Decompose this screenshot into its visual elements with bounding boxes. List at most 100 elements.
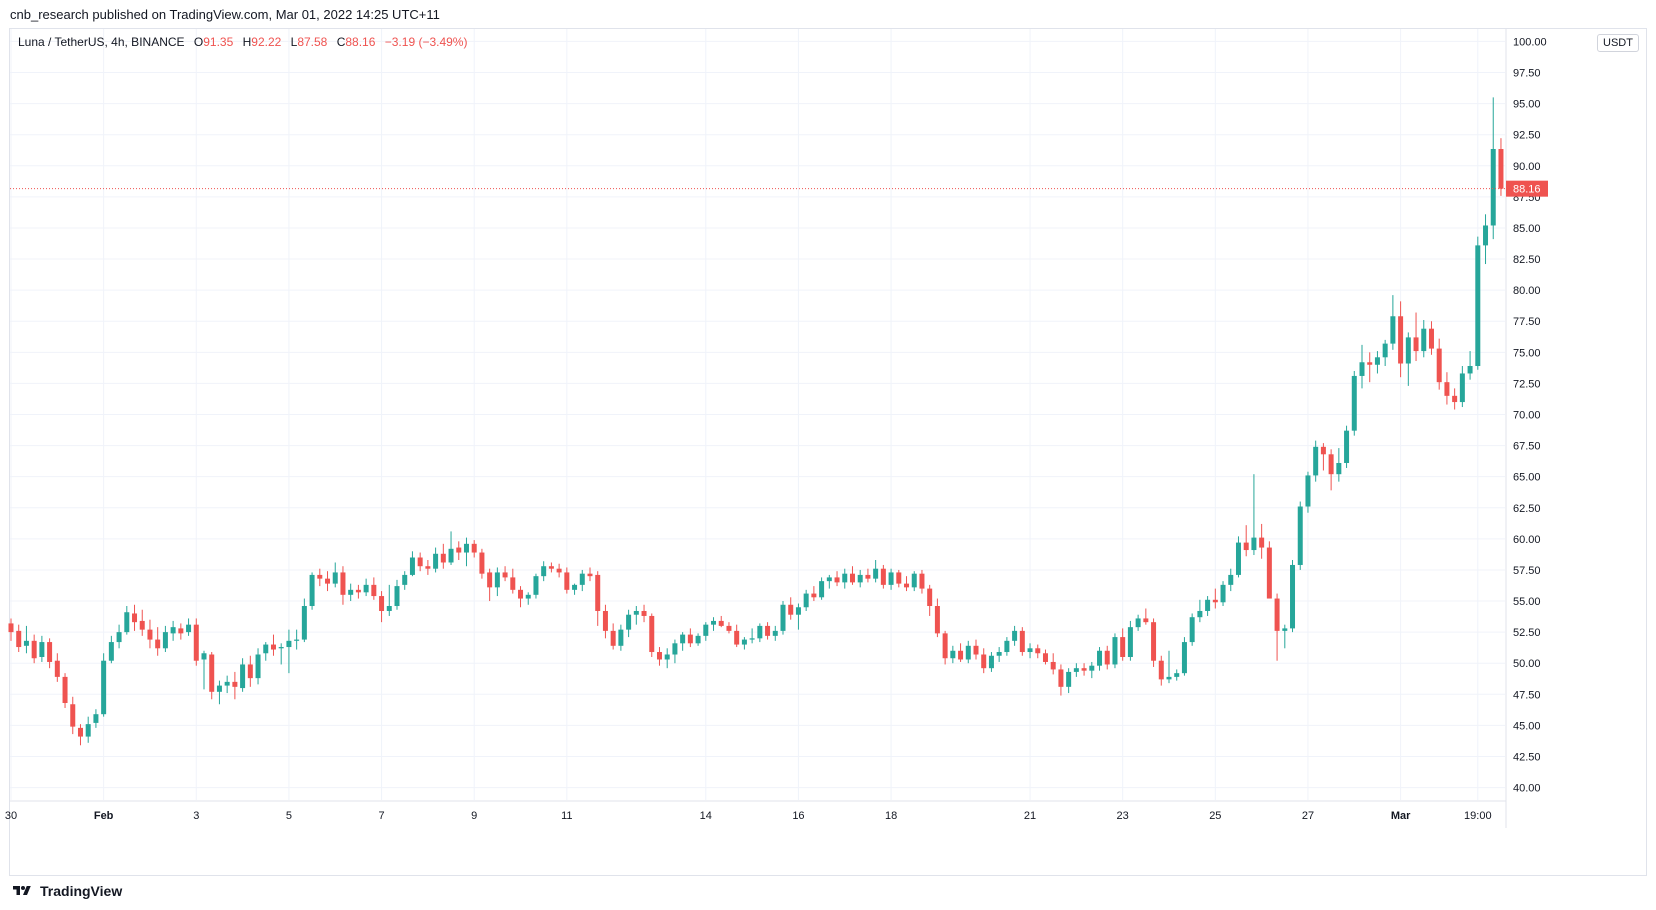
- candle-down: [209, 652, 215, 700]
- candle-body: [379, 596, 385, 611]
- time-tick-label: 3: [193, 810, 199, 822]
- candle-down: [502, 566, 508, 582]
- candle-body: [1320, 446, 1326, 455]
- candle-body: [633, 610, 639, 615]
- candle-up: [278, 643, 284, 665]
- candles: [8, 97, 1504, 746]
- candle-body: [1050, 661, 1056, 670]
- candle-down: [62, 673, 68, 708]
- candle-up: [711, 617, 717, 631]
- candle-body: [1436, 348, 1442, 383]
- candle-body: [386, 606, 392, 611]
- candle-body: [1228, 574, 1234, 585]
- candle-down: [147, 619, 153, 649]
- candle-body: [1467, 366, 1473, 374]
- candle-down: [896, 569, 902, 588]
- candle-up: [201, 650, 207, 690]
- candle-body: [1274, 598, 1280, 631]
- candle-body: [927, 588, 933, 607]
- candle-body: [556, 568, 562, 573]
- candle-up: [664, 648, 670, 669]
- candle-down: [865, 568, 871, 583]
- candle-body: [132, 613, 138, 623]
- candle-body: [656, 652, 662, 660]
- candle-up: [1166, 650, 1172, 684]
- candle-body: [155, 639, 161, 649]
- candle-body: [409, 557, 415, 575]
- candle-body: [286, 640, 292, 648]
- candle-down: [1266, 541, 1272, 599]
- price-tick-label: 90.00: [1513, 161, 1541, 173]
- price-axis[interactable]: 40.00 42.50 45.00 47.50 50.00 52.50 55.00 57.50…: [1505, 29, 1547, 828]
- time-tick-label: 18: [885, 810, 897, 822]
- candle-down: [726, 622, 732, 634]
- price-tick-label: 40.00: [1513, 783, 1541, 795]
- candle-body: [579, 573, 585, 585]
- candle-down: [981, 648, 987, 674]
- candle-down: [1259, 523, 1265, 559]
- candle-down: [1143, 608, 1149, 625]
- candle-down: [70, 696, 76, 735]
- candle-body: [39, 642, 45, 657]
- time-tick-label: 25: [1209, 810, 1221, 822]
- ohlc-legend: Luna / TetherUS, 4h, BINANCE O91.35 H92.…: [18, 35, 467, 49]
- candle-body: [433, 553, 439, 569]
- candle-down: [734, 624, 740, 648]
- time-axis[interactable]: 30 Feb 3 5 7 9 11 14 16 18 21 23 25 27 Mar 19:00: [5, 800, 1506, 822]
- candle-body: [1120, 637, 1126, 657]
- candle-body: [1459, 373, 1465, 403]
- candle-down: [649, 613, 655, 657]
- candle-up: [1220, 581, 1226, 607]
- candle-body: [572, 584, 578, 590]
- candle-body: [448, 548, 454, 563]
- footer-brand[interactable]: TradingView: [10, 883, 122, 899]
- candle-down: [1452, 388, 1458, 410]
- candle-body: [1127, 627, 1133, 657]
- candle-body: [417, 557, 423, 567]
- candle-up: [1475, 236, 1481, 370]
- candle-up: [1483, 214, 1489, 265]
- price-tick-label: 80.00: [1513, 285, 1541, 297]
- candle-body: [1174, 673, 1180, 677]
- candle-body: [765, 625, 771, 636]
- candle-down: [325, 571, 331, 592]
- candle-body: [533, 576, 539, 595]
- candle-up: [1073, 663, 1079, 677]
- candle-body: [1282, 628, 1288, 631]
- candle-up: [911, 571, 917, 592]
- candle-down: [232, 671, 238, 700]
- time-tick-label: Feb: [94, 810, 114, 822]
- candle-down: [919, 569, 925, 594]
- candle-up: [633, 606, 639, 625]
- candle-body: [981, 654, 987, 669]
- candle-down: [602, 604, 608, 639]
- candle-down: [471, 540, 477, 558]
- time-tick-label: 5: [286, 810, 292, 822]
- candle-down: [1436, 338, 1442, 390]
- candle-body: [340, 572, 346, 595]
- time-tick-label: 30: [5, 810, 17, 822]
- candle-body: [1452, 395, 1458, 403]
- open-value: 91.35: [203, 35, 234, 49]
- candle-down: [379, 591, 385, 623]
- candle-body: [47, 642, 53, 662]
- candle-body: [695, 635, 701, 644]
- candle-up: [1421, 319, 1427, 358]
- candle-body: [857, 574, 863, 583]
- candle-up: [1174, 669, 1180, 681]
- candle-up: [1313, 440, 1319, 482]
- price-tick-label: 62.50: [1513, 503, 1541, 515]
- chart-frame: [9, 28, 1647, 876]
- candle-down: [193, 618, 199, 666]
- candle-body: [950, 650, 956, 659]
- candle-down: [132, 604, 138, 631]
- candle-up: [23, 625, 29, 654]
- candle-up: [1405, 332, 1411, 386]
- candle-body: [880, 568, 886, 585]
- candle-down: [518, 586, 524, 608]
- currency-button[interactable]: USDT: [1597, 34, 1639, 52]
- candle-up: [525, 592, 531, 605]
- grid-lines: [10, 29, 1505, 800]
- symbol-title[interactable]: Luna / TetherUS, 4h, BINANCE: [18, 35, 185, 49]
